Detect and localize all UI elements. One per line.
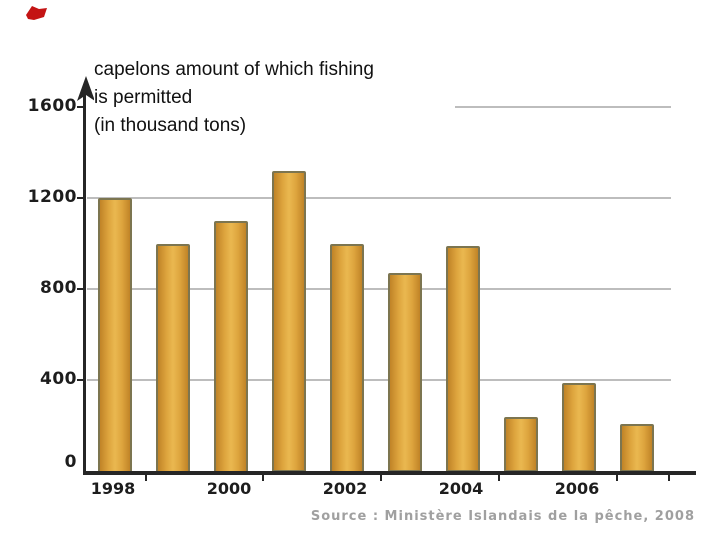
bar-2002 <box>330 243 364 473</box>
y-axis-label-1600: 1600 <box>27 96 77 116</box>
gridline-400 <box>87 379 671 382</box>
x-axis-tick-2 <box>380 474 382 481</box>
y-axis-arrow-icon <box>77 76 95 101</box>
bar-2000 <box>214 220 248 473</box>
y-axis-label-400: 400 <box>40 369 77 390</box>
chart-title-line-3: (in thousand tons) <box>94 115 247 136</box>
x-axis-tick-4 <box>616 474 618 481</box>
y-axis-label-800: 800 <box>40 278 77 299</box>
y-axis-tick-1200 <box>77 197 84 200</box>
bar-2004 <box>446 245 480 473</box>
x-axis-label-1998: 1998 <box>90 479 136 498</box>
bar-2006 <box>562 382 596 473</box>
bar-1999 <box>156 243 190 473</box>
y-axis-tick-800 <box>77 288 84 291</box>
y-axis-tick-1600 <box>77 106 84 108</box>
bar-2003 <box>388 273 422 473</box>
x-axis-tick-5 <box>668 474 670 481</box>
red-scribble-path <box>26 6 47 20</box>
bar-2001 <box>272 170 306 473</box>
x-axis-tick-1 <box>262 474 264 481</box>
gridline-1200 <box>87 197 671 200</box>
y-axis <box>83 88 86 474</box>
chart-title-line-2: is permitted <box>94 87 193 108</box>
bar-2005 <box>504 416 538 473</box>
x-axis-label-2006: 2006 <box>554 479 600 498</box>
gridline-1600 <box>455 106 671 108</box>
source-caption: Source : Ministère Islandais de la pêche… <box>310 509 695 524</box>
arrow-up-glyph <box>77 76 95 101</box>
x-axis-label-2000: 2000 <box>206 479 252 498</box>
y-axis-label-0: 0 <box>64 452 77 472</box>
chart-title: capelons amount of which fishing is perm… <box>94 56 455 146</box>
x-axis <box>83 471 696 475</box>
x-axis-label-2004: 2004 <box>438 479 484 498</box>
red-scribble-mark <box>26 6 47 20</box>
y-axis-tick-400 <box>77 379 84 382</box>
y-axis-label-1200: 1200 <box>27 187 77 208</box>
bar-2007 <box>620 423 654 473</box>
chart-title-line-1: capelons amount of which fishing <box>94 59 374 80</box>
bar-1998 <box>98 198 132 473</box>
gridline-800 <box>87 288 671 291</box>
x-axis-tick-0 <box>145 474 147 481</box>
x-axis-label-2002: 2002 <box>322 479 368 498</box>
x-axis-tick-3 <box>498 474 500 481</box>
